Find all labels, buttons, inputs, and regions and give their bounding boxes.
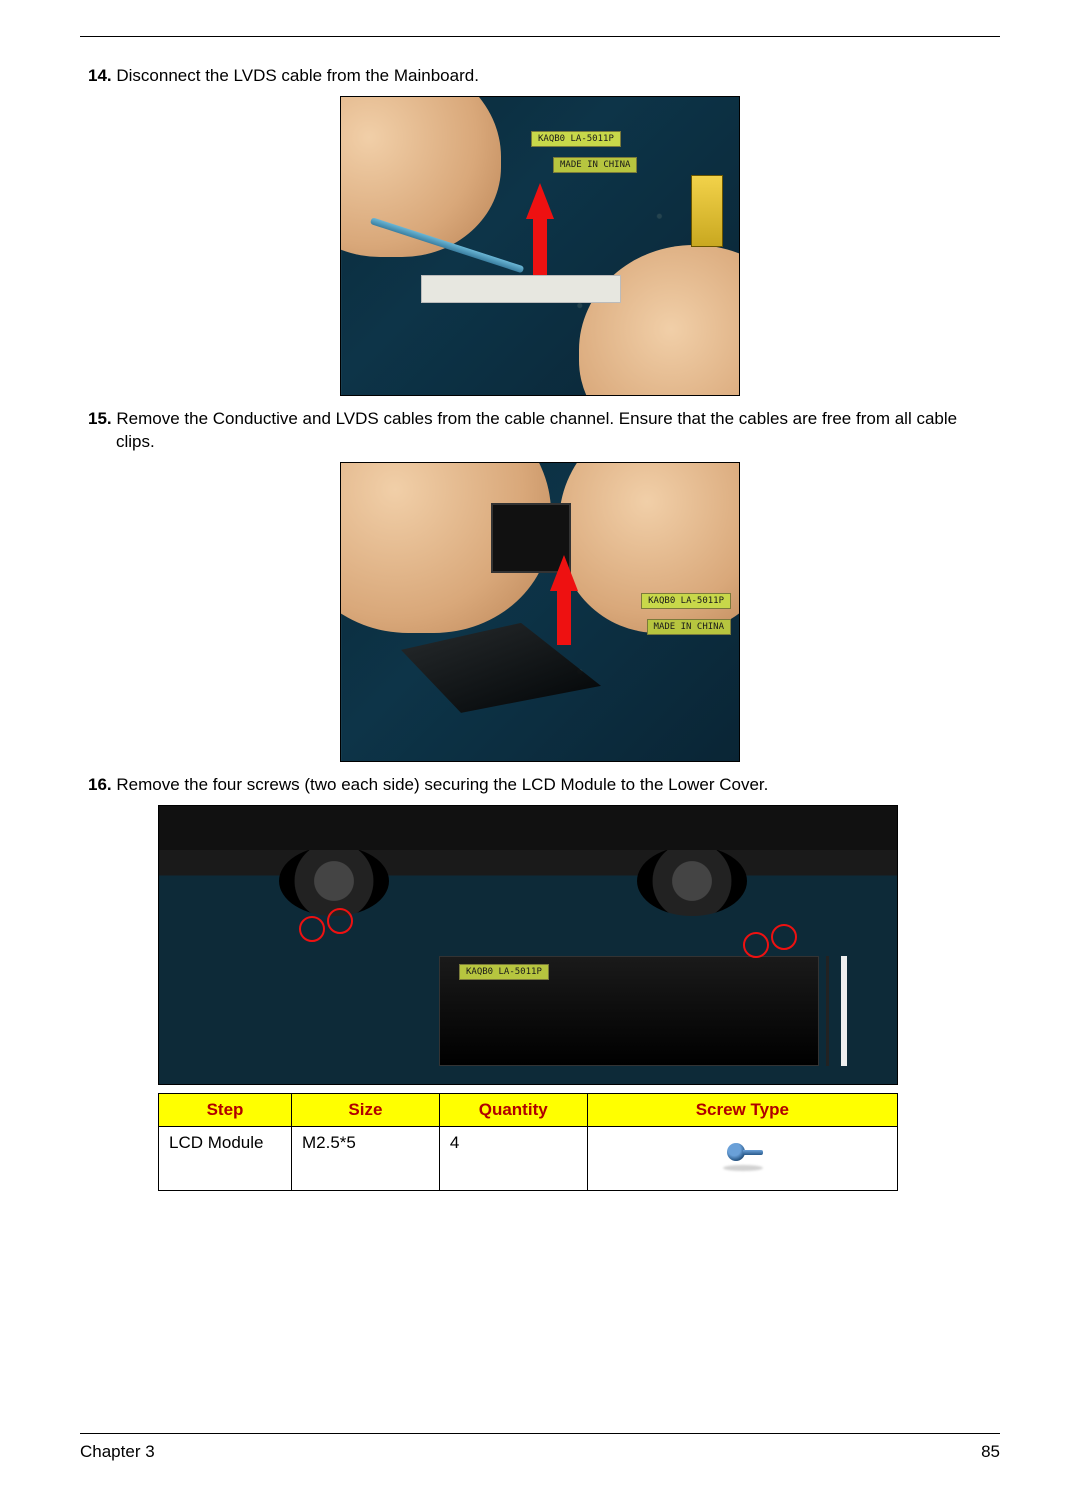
step-14-text: Disconnect the LVDS cable from the Mainb… xyxy=(116,66,479,85)
footer-page-number: 85 xyxy=(981,1442,1000,1462)
cell-size: M2.5*5 xyxy=(292,1126,440,1190)
step-14: 14. Disconnect the LVDS cable from the M… xyxy=(80,65,1000,88)
pcb-label-3: KAQB0 LA-5011P xyxy=(459,964,549,980)
page-footer: Chapter 3 85 xyxy=(80,1433,1000,1462)
screw-table: Step Size Quantity Screw Type LCD Module… xyxy=(158,1093,898,1191)
screw-marker-2 xyxy=(327,908,353,934)
col-screw-type: Screw Type xyxy=(587,1093,897,1126)
step-16: 16. Remove the four screws (two each sid… xyxy=(80,774,1000,797)
step-14-number: 14. xyxy=(88,66,112,85)
step-16-number: 16. xyxy=(88,775,112,794)
table-header-row: Step Size Quantity Screw Type xyxy=(159,1093,898,1126)
photo-cable-channel: KAQB0 LA-5011P MADE IN CHINA xyxy=(340,462,740,762)
cell-quantity: 4 xyxy=(439,1126,587,1190)
screw-marker-4 xyxy=(743,932,769,958)
screw-marker-1 xyxy=(299,916,325,942)
col-quantity: Quantity xyxy=(439,1093,587,1126)
page-top-rule xyxy=(80,36,1000,37)
pcb-label-2: KAQB0 LA-5011P xyxy=(641,593,731,609)
pcb-made-in: MADE IN CHINA xyxy=(553,157,637,173)
cell-step: LCD Module xyxy=(159,1126,292,1190)
screw-icon xyxy=(719,1137,765,1175)
step-15: 15. Remove the Conductive and LVDS cable… xyxy=(80,408,1000,454)
table-row: LCD Module M2.5*5 4 xyxy=(159,1126,898,1190)
step-16-text: Remove the four screws (two each side) s… xyxy=(116,775,768,794)
step-15-number: 15. xyxy=(88,409,112,428)
screw-marker-3 xyxy=(771,924,797,950)
photo-lcd-screws: KAQB0 LA-5011P xyxy=(158,805,898,1085)
arrow-up-icon xyxy=(526,183,554,219)
cell-screw-type xyxy=(587,1126,897,1190)
col-size: Size xyxy=(292,1093,440,1126)
step-15-text: Remove the Conductive and LVDS cables fr… xyxy=(116,409,957,451)
col-step: Step xyxy=(159,1093,292,1126)
arrow-up-icon-2 xyxy=(550,555,578,591)
pcb-label: KAQB0 LA-5011P xyxy=(531,131,621,147)
pcb-made-in-2: MADE IN CHINA xyxy=(647,619,731,635)
footer-chapter: Chapter 3 xyxy=(80,1442,155,1462)
photo-lvds-disconnect: KAQB0 LA-5011P MADE IN CHINA xyxy=(340,96,740,396)
